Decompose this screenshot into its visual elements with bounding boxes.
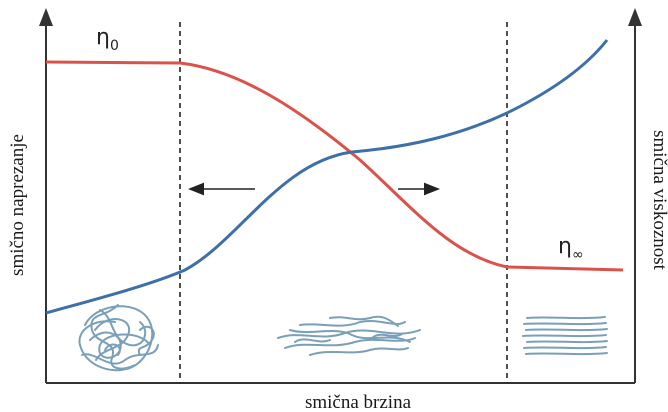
- axes: [39, 8, 642, 384]
- left-axis-arrow-icon: [39, 8, 53, 26]
- left-axis-title: smično naprezanje: [7, 134, 28, 276]
- x-axis-title: smična brzina: [305, 392, 412, 412]
- right-axis-arrow-icon: [628, 8, 642, 26]
- aligned-polymer-icon: [522, 316, 608, 356]
- shear-stress-curve: [45, 39, 609, 315]
- eta-infinity-label: η∞: [558, 234, 584, 263]
- eta-zero-label: η0: [96, 25, 119, 54]
- viscosity-curve: [45, 60, 624, 272]
- coiled-polymer-icon: [78, 304, 159, 372]
- partially-aligned-polymer-icon: [277, 315, 421, 356]
- right-axis-title: smična viskoznost: [649, 130, 668, 271]
